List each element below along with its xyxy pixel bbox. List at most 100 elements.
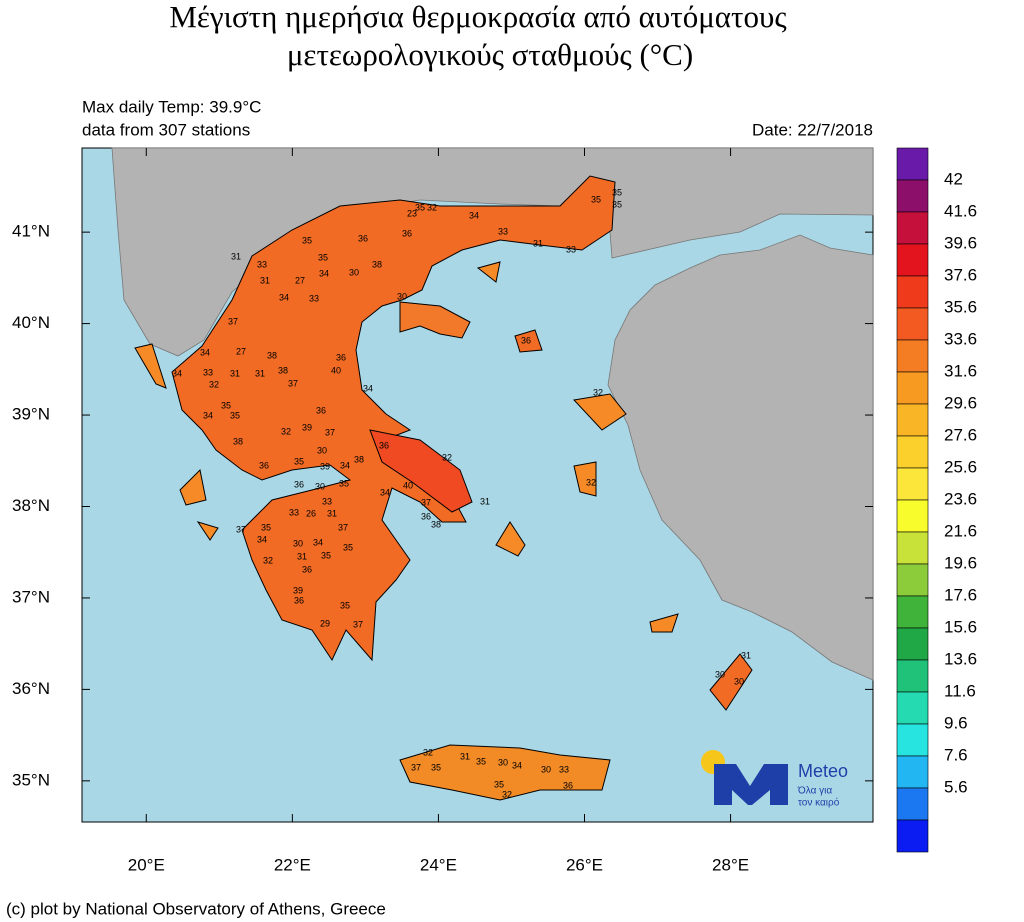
station-value: 35 xyxy=(340,600,350,610)
logo-tagline: Όλα για xyxy=(797,786,832,797)
station-value: 35 xyxy=(612,199,622,209)
max-temp: Max daily Temp: 39.9°C xyxy=(82,97,261,116)
colorbar-box xyxy=(896,307,929,341)
station-value: 34 xyxy=(363,383,373,393)
station-value: 35 xyxy=(230,410,240,420)
lat-tick-label: 36°N xyxy=(12,679,50,698)
station-value: 38 xyxy=(233,436,243,446)
station-value: 35 xyxy=(612,187,622,197)
colorbar-box xyxy=(896,339,929,373)
station-value: 33 xyxy=(322,496,332,506)
station-value: 32 xyxy=(427,202,437,212)
station-value: 35 xyxy=(343,542,353,552)
station-value: 30 xyxy=(315,481,325,491)
logo-name: Meteo xyxy=(798,761,848,781)
colorbar-label: 17.6 xyxy=(944,585,977,604)
station-value: 36 xyxy=(302,564,312,574)
station-value: 34 xyxy=(257,534,267,544)
colorbar-box xyxy=(896,563,929,597)
station-value: 34 xyxy=(340,460,350,470)
colorbar-box xyxy=(896,531,929,565)
station-value: 30 xyxy=(734,676,744,686)
station-value: 27 xyxy=(236,346,246,356)
island xyxy=(573,461,597,497)
station-value: 36 xyxy=(294,595,304,605)
station-value: 33 xyxy=(309,293,319,303)
station-value: 32 xyxy=(209,379,219,389)
colorbar-box xyxy=(896,147,929,181)
colorbar-box xyxy=(896,211,929,245)
station-value: 32 xyxy=(263,555,273,565)
land-greece xyxy=(171,175,616,662)
logo-tagline: τον καιρό xyxy=(798,797,840,809)
colorbar-box xyxy=(896,499,929,533)
station-value: 32 xyxy=(281,426,291,436)
island xyxy=(399,301,471,339)
axes: 41°N 40°N 39°N 38°N 37°N 36°N 35°N 20°E 22°E 24°E… xyxy=(12,148,873,874)
station-value: 27 xyxy=(295,275,305,285)
colorbar-box xyxy=(896,275,929,309)
colorbar-box xyxy=(896,691,929,725)
station-value: 38 xyxy=(372,259,382,269)
station-value: 31 xyxy=(741,650,751,660)
station-value: 34 xyxy=(512,760,522,770)
station-value: 30 xyxy=(541,764,551,774)
station-value: 38 xyxy=(267,350,277,360)
colorbar-label: 29.6 xyxy=(944,393,977,412)
colorbar-box xyxy=(896,819,929,853)
station-value: 34 xyxy=(200,347,210,357)
colorbar-box xyxy=(896,467,929,501)
island xyxy=(369,429,473,513)
station-value: 36 xyxy=(316,405,326,415)
station-value: 33 xyxy=(289,507,299,517)
lat-tick-label: 35°N xyxy=(12,770,50,789)
lat-tick-label: 39°N xyxy=(12,405,50,424)
station-value: 33 xyxy=(559,764,569,774)
colorbar-label: 21.6 xyxy=(944,521,977,540)
station-value: 35 xyxy=(415,202,425,212)
island xyxy=(179,468,207,506)
station-value: 39 xyxy=(302,422,312,432)
station-value: 34 xyxy=(313,537,323,547)
colorbar-label: 31.6 xyxy=(944,361,977,380)
station-value: 30 xyxy=(498,757,508,767)
station-value: 31 xyxy=(480,496,490,506)
station-value: 35 xyxy=(339,478,349,488)
colorbar-label: 9.6 xyxy=(944,713,968,732)
island xyxy=(649,613,679,633)
colorbar-label: 19.6 xyxy=(944,553,977,572)
colorbar-box xyxy=(896,755,929,789)
lon-tick-label: 26°E xyxy=(566,855,603,874)
colorbar-box xyxy=(896,179,929,213)
station-value: 30 xyxy=(397,291,407,301)
station-value: 40 xyxy=(331,365,341,375)
colorbar-label: 5.6 xyxy=(944,777,968,796)
station-value: 35 xyxy=(321,550,331,560)
colorbar-box xyxy=(896,659,929,693)
lon-tick-label: 20°E xyxy=(128,855,165,874)
station-value: 37 xyxy=(353,619,363,629)
station-value: 35 xyxy=(302,235,312,245)
island xyxy=(134,343,167,389)
land-north xyxy=(111,147,874,357)
station-value: 38 xyxy=(431,519,441,529)
lat-tick-label: 37°N xyxy=(12,587,50,606)
colorbar-label: 15.6 xyxy=(944,617,977,636)
colorbar-box xyxy=(896,403,929,437)
colorbar-box xyxy=(896,595,929,629)
station-value: 34 xyxy=(279,292,289,302)
station-value: 37 xyxy=(325,427,335,437)
station-value: 31 xyxy=(255,368,265,378)
station-value: 36 xyxy=(358,233,368,243)
colorbar-label: 39.6 xyxy=(944,233,977,252)
lat-tick-label: 38°N xyxy=(12,496,50,515)
colorbar-box xyxy=(896,627,929,661)
station-value: 30 xyxy=(317,445,327,455)
colorbar-label: 25.6 xyxy=(944,457,977,476)
station-value: 38 xyxy=(354,454,364,464)
colorbar-box xyxy=(896,787,929,821)
island xyxy=(572,393,627,431)
